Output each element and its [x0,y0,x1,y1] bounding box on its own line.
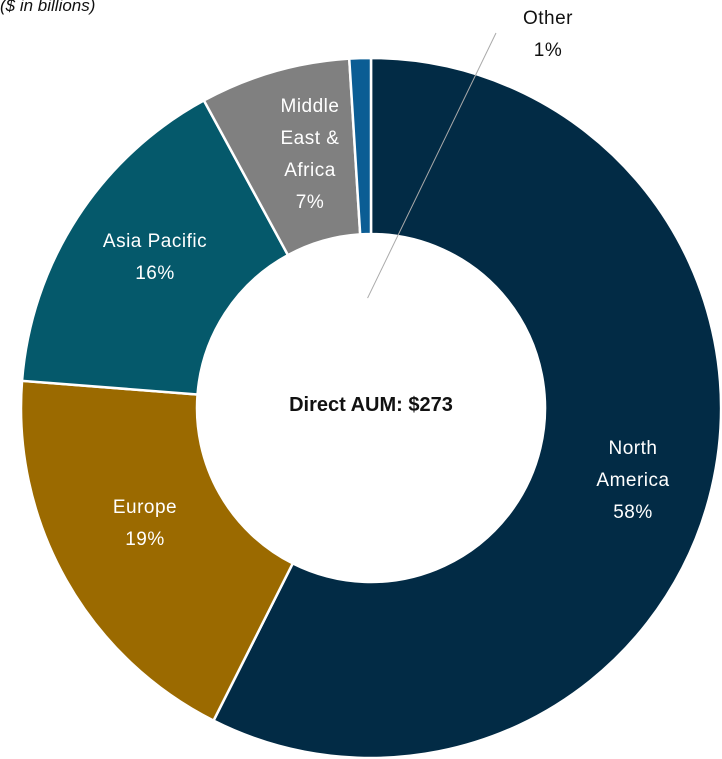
center-label: Direct AUM: $273 [289,394,453,416]
leader-line [367,32,497,299]
category-label: Other [522,8,574,29]
slice-label: Middle East & Africa 7% [265,91,355,219]
value-label: 7% [295,192,325,213]
category-label: Middle East & Africa [280,96,340,181]
slice-label: Europe 19% [90,492,200,556]
category-label: Europe [112,497,178,518]
value-label: 19% [125,529,165,550]
value-label: 58% [613,502,653,523]
slice-label: Other 1% [508,3,588,67]
donut-slice [211,56,722,759]
chart-subtitle: ($ in billions) [0,0,96,15]
donut-slice [347,56,373,236]
value-label: 16% [135,263,175,284]
slice-label: Asia Pacific 16% [80,226,230,290]
donut-slice [20,98,290,396]
value-label: 1% [533,40,563,61]
category-label: Asia Pacific [102,231,208,252]
donut-slice [19,379,295,723]
category-label: North America [596,438,670,491]
slice-label: North America 58% [578,433,688,529]
